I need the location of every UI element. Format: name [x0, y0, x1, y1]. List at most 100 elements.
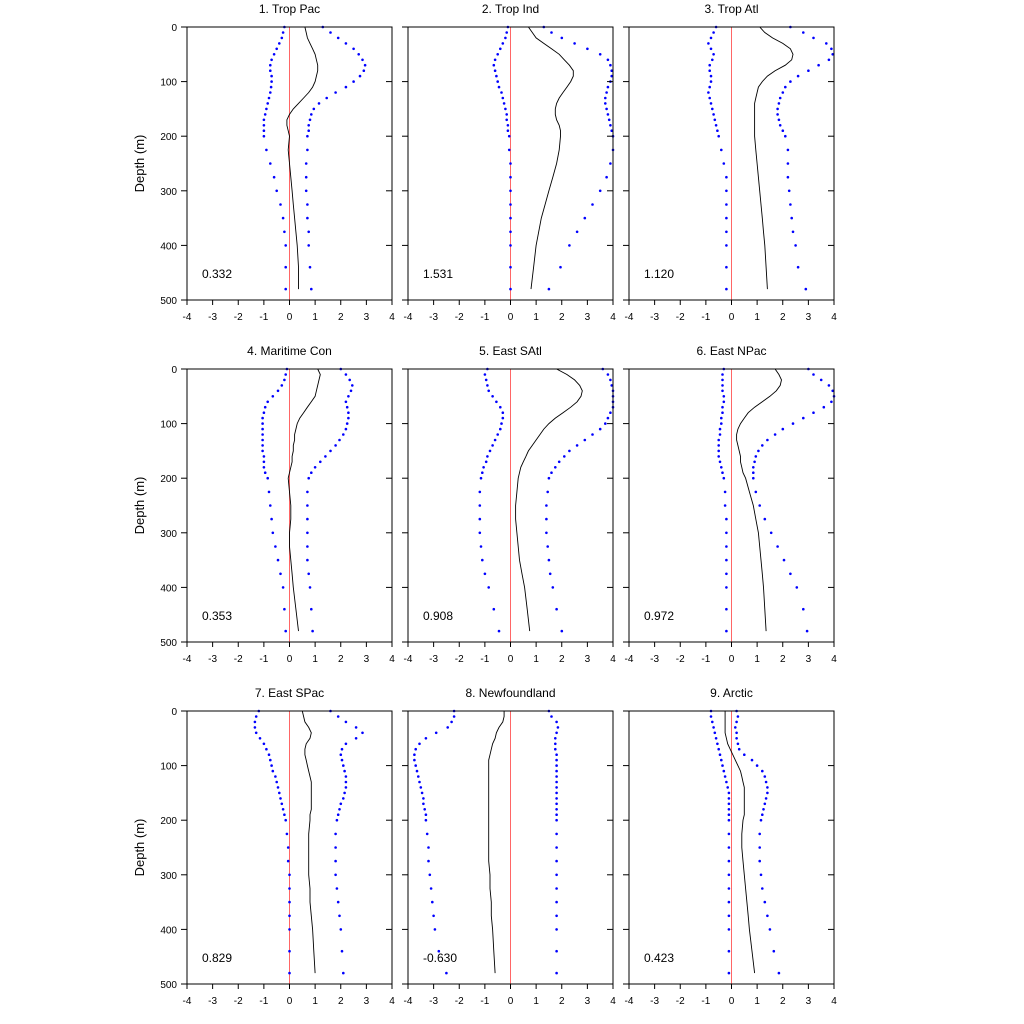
panel-4-lower-point	[263, 405, 267, 409]
panel-3-upper-point	[789, 80, 792, 83]
panel-4-lower-point	[266, 476, 270, 480]
panel-4-xtick-label: 4	[389, 654, 395, 665]
panel-1-ytick-label: 400	[160, 241, 177, 252]
panel-6-upper-point	[752, 466, 755, 469]
panel-9-lower-point	[727, 832, 731, 836]
panel-4-upper-point	[347, 395, 350, 398]
panel-6-upper-point	[754, 490, 758, 494]
panel-5-upper-point	[545, 531, 548, 535]
panel-6-upper-point	[752, 476, 755, 480]
panel-2-mean-line	[528, 26, 574, 290]
panel-2-upper-point	[606, 85, 610, 89]
panel-8-lower-point	[428, 873, 432, 877]
panel-4-upper-point	[310, 607, 313, 611]
panel-4-lower-point	[267, 490, 271, 494]
panel-1-xtick-label: -4	[183, 312, 192, 323]
panel-9-lower-point	[712, 726, 715, 729]
panel-9-upper-point	[755, 764, 759, 767]
panel-5-xtick-label: 4	[610, 654, 616, 665]
panel-8-upper-point	[555, 808, 558, 811]
panel-2-xtick-label: 1	[533, 312, 539, 323]
panel-6-xtick-label: 2	[780, 654, 786, 665]
panel-3-upper-point	[794, 244, 797, 247]
panel-2-upper-point	[606, 58, 610, 62]
panel-6-upper-point	[776, 545, 779, 548]
panel-1-xtick-label: 3	[364, 312, 370, 323]
panel-1-xtick-label: -1	[259, 312, 268, 323]
panel-5-lower-point	[497, 629, 501, 633]
panel-1-upper-point	[306, 148, 309, 152]
panel-9-upper-point	[768, 928, 772, 931]
panel-5-upper-point	[546, 490, 549, 494]
panel-6-lower-point	[717, 455, 720, 458]
panel-5-upper-point	[548, 572, 552, 576]
panel-5-lower-point	[499, 427, 502, 431]
panel-8-upper-point	[555, 949, 558, 953]
panel-2-xtick-label: 3	[585, 312, 591, 323]
panel-2-lower-point	[506, 124, 510, 127]
panel-4-xtick-label: 0	[287, 654, 293, 665]
panel-8-upper-point	[555, 780, 558, 784]
panel-4-xtick-label: -3	[208, 654, 217, 665]
panel-2-lower-point	[504, 107, 507, 111]
panel-4-upper-point	[344, 427, 348, 431]
panel-7-lower-point	[267, 753, 271, 756]
panel-1-lower-point	[275, 189, 279, 193]
panel-1-upper-point	[352, 47, 355, 51]
panel-1-ytick-label: 300	[160, 187, 177, 198]
panel-2-lower-point	[502, 102, 506, 105]
panel-2-lower-point	[509, 287, 512, 291]
panel-3-lower-point	[725, 216, 728, 220]
panel-4-lower-point	[283, 378, 286, 382]
panel-8-upper-point	[555, 753, 558, 756]
panel-4-upper-point	[344, 400, 348, 404]
panel-1-lower-point	[275, 47, 279, 51]
panel-3-upper-point	[786, 148, 790, 152]
panel-2-lower-point	[499, 47, 502, 51]
panel-7-upper-point	[338, 914, 341, 918]
panel-6-upper-point	[812, 373, 815, 376]
panel-7-lower-point	[288, 928, 291, 931]
panel-6-lower-point	[721, 471, 724, 475]
panel-8-xtick-label: -2	[455, 996, 464, 1007]
panel-4-ylabel: Depth (m)	[132, 477, 147, 535]
panel-7-xtick-label: -4	[183, 996, 192, 1007]
panel-5-lower-point	[479, 545, 483, 548]
panel-7-lower-point	[284, 818, 288, 822]
panel-9-upper-point	[734, 726, 737, 729]
panel-8-lower-point	[452, 715, 456, 718]
panel-9-upper-point	[762, 808, 765, 811]
panel-2-upper-point	[605, 107, 608, 111]
panel-7-lower-point	[276, 786, 280, 789]
panel-9-lower-point	[711, 720, 714, 724]
panel-1-xtick-label: 2	[338, 312, 344, 323]
panel-6-lower-point	[717, 444, 720, 447]
panel-6-xtick-label: 0	[729, 654, 735, 665]
panel-9-lower-point	[722, 769, 726, 773]
panel-4-upper-point	[348, 378, 352, 382]
panel-7-annotation: 0.829	[202, 951, 232, 965]
panel-1-lower-point	[281, 31, 285, 34]
panel-9-lower-point	[727, 949, 731, 953]
panel-9-upper-point	[764, 780, 768, 784]
panel-9-upper-point	[750, 758, 754, 762]
panel-9-xtick-label: -3	[650, 996, 659, 1007]
panel-2-upper-point	[573, 42, 576, 45]
panel-3-lower-point	[725, 265, 728, 269]
panel-3-xtick-label: -1	[701, 312, 710, 323]
panel-6-upper-point	[781, 427, 785, 431]
panel-4-xtick-label: -2	[234, 654, 243, 665]
panel-9-xtick-label: 3	[806, 996, 812, 1007]
panel-5-upper-point	[598, 427, 602, 431]
panel-2-upper-point	[547, 287, 551, 291]
panel-2-upper-point	[598, 189, 602, 193]
panel-6-lower-point	[721, 384, 724, 387]
panel-8-upper-point	[555, 769, 558, 773]
panel-3-upper-point	[786, 175, 790, 179]
panel-5-upper-point	[591, 433, 594, 436]
panel-8-lower-point	[415, 769, 419, 773]
panel-9-lower-point	[720, 758, 723, 762]
panel-6-lower-point	[723, 490, 727, 494]
panel-8-upper-point	[555, 846, 558, 849]
panel-8-lower-point	[437, 949, 441, 953]
